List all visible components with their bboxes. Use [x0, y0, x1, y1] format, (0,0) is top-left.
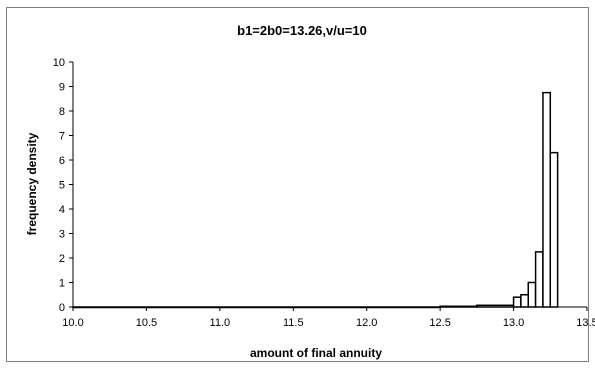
x-tick-label-7: 13.5 [576, 317, 595, 329]
plot-area: 0 1 2 3 4 5 6 7 8 9 10 10.0 10.5 11.0 11.5 12.0 12.5 13.0… [53, 57, 595, 329]
y-tick-label-3: 3 [59, 229, 65, 241]
histogram-bar-8 [549, 151, 559, 308]
y-tick-label-1: 1 [59, 278, 65, 290]
x-tick-label-0: 10.0 [62, 317, 83, 329]
x-tick-label-2: 11.0 [210, 317, 231, 329]
y-axis-title: frequency density [25, 132, 39, 235]
y-tick-label-4: 4 [59, 204, 65, 216]
y-tick-label-9: 9 [59, 82, 65, 94]
y-tick-label-2: 2 [59, 253, 65, 265]
histogram-bar-7 [542, 91, 552, 308]
x-tick-label-6: 13.0 [503, 317, 524, 329]
histogram-bar-3 [512, 296, 522, 308]
histogram-bar-6 [534, 251, 544, 308]
y-tick-label-0: 0 [59, 302, 65, 314]
x-tick-label-5: 12.5 [429, 317, 450, 329]
x-tick-label-1: 10.5 [136, 317, 157, 329]
y-tick-label-7: 7 [59, 131, 65, 143]
y-tick-label-10: 10 [53, 57, 65, 69]
x-tick-label-3: 11.5 [283, 317, 304, 329]
chart-title: b1=2b0=13.26,v/u=10 [237, 23, 367, 38]
histogram-bar-5 [527, 281, 537, 308]
y-tick-label-6: 6 [59, 155, 65, 167]
y-tick-label-5: 5 [59, 180, 65, 192]
x-tick-label-4: 12.0 [356, 317, 377, 329]
histogram-bar-4 [520, 294, 530, 308]
chart-frame [6, 7, 589, 362]
y-tick-label-8: 8 [59, 106, 65, 118]
x-axis-title: amount of final annuity [250, 346, 382, 360]
